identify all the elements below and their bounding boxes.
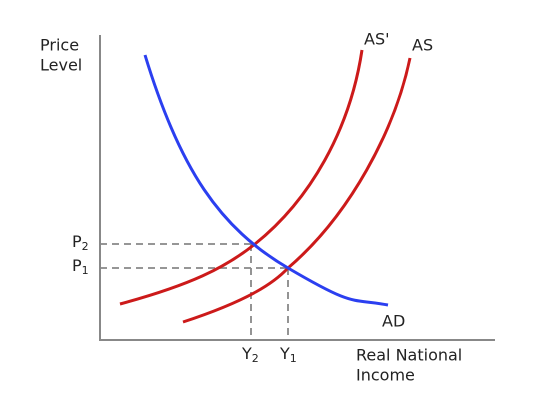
income-label: Y2	[241, 344, 259, 366]
curve-label: AD	[382, 312, 405, 331]
label-sub: 1	[82, 264, 89, 277]
ad-curve	[143, 54, 389, 307]
label-base: Y	[279, 344, 290, 363]
income-label: Y1	[279, 344, 297, 366]
y-axis-label: Price	[40, 36, 79, 55]
x-axis-label: Real National	[356, 346, 462, 365]
label-sub: 2	[252, 352, 259, 365]
price-label: P2	[72, 232, 89, 254]
label-sub: 2	[82, 240, 89, 253]
x-axis-label: Income	[356, 366, 415, 385]
label-base: P	[72, 256, 82, 275]
y-axis-label: Level	[40, 56, 82, 75]
label-base: Y	[241, 344, 252, 363]
as-shifted-curve	[119, 49, 364, 306]
label-base: P	[72, 232, 82, 251]
as-curve	[182, 57, 412, 324]
curve-label: AS'	[364, 30, 390, 49]
label-sub: 1	[290, 352, 297, 365]
price-label: P1	[72, 256, 89, 278]
curve-label: AS	[412, 36, 433, 55]
